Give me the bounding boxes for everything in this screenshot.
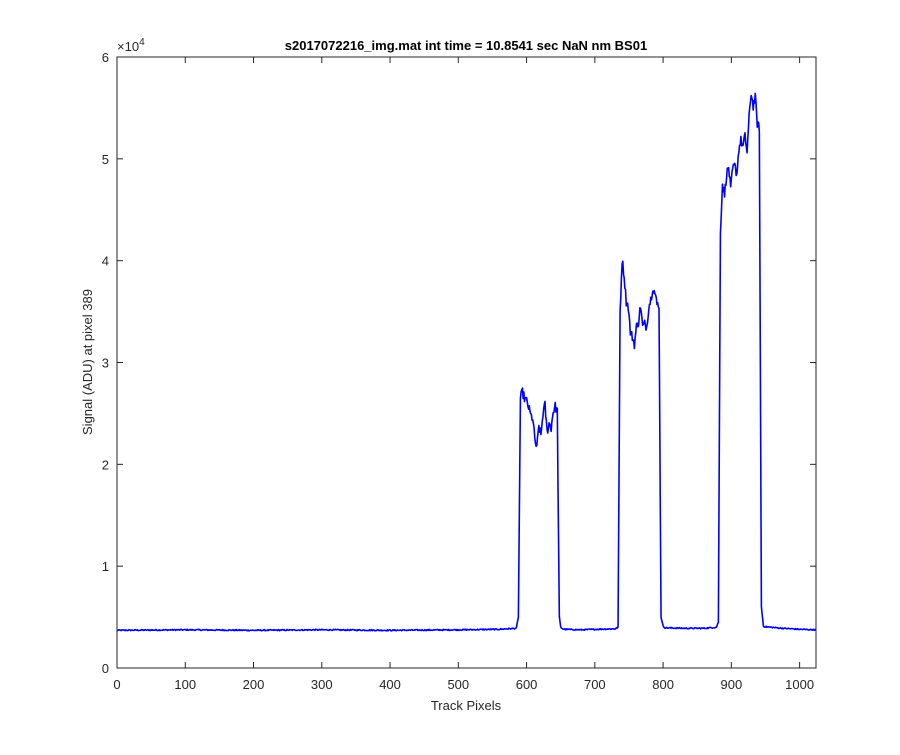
- y-axis-ticks: 0 1 2 3 4 5 6: [102, 50, 816, 676]
- x-tick-label-700: 700: [584, 677, 606, 692]
- y-tick-label-0: 0: [102, 661, 109, 676]
- y-exponent-label: ×104: [117, 37, 145, 54]
- y-tick-label-40000: 4: [102, 254, 109, 269]
- chart-title: s2017072216_img.mat int time = 10.8541 s…: [285, 38, 647, 53]
- x-tick-label-1000: 1000: [785, 677, 814, 692]
- series-line-0: [116, 92, 817, 632]
- series-layer: [116, 92, 817, 632]
- x-tick-label-600: 600: [516, 677, 538, 692]
- x-tick-label-500: 500: [447, 677, 469, 692]
- x-tick-label-300: 300: [311, 677, 333, 692]
- y-axis-label: Signal (ADU) at pixel 389: [80, 289, 95, 435]
- x-tick-label-800: 800: [652, 677, 674, 692]
- y-exponent-base: ×10: [117, 39, 139, 54]
- plot-area: [117, 57, 816, 668]
- y-tick-label-50000: 5: [102, 152, 109, 167]
- x-tick-label-200: 200: [243, 677, 265, 692]
- x-tick-label-400: 400: [379, 677, 401, 692]
- axes-box: [116, 56, 817, 669]
- y-tick-label-10000: 1: [102, 559, 109, 574]
- x-tick-label-100: 100: [174, 677, 196, 692]
- y-tick-label-60000: 6: [102, 50, 109, 65]
- x-tick-label-0: 0: [113, 677, 120, 692]
- x-axis-ticks: 0 100 200 300 400 500 600 700 800 900 1000: [113, 57, 814, 692]
- x-tick-label-900: 900: [721, 677, 743, 692]
- y-exponent-power: 4: [139, 37, 145, 48]
- y-tick-label-20000: 2: [102, 457, 109, 472]
- x-axis-label: Track Pixels: [431, 698, 502, 713]
- y-tick-label-30000: 3: [102, 356, 109, 371]
